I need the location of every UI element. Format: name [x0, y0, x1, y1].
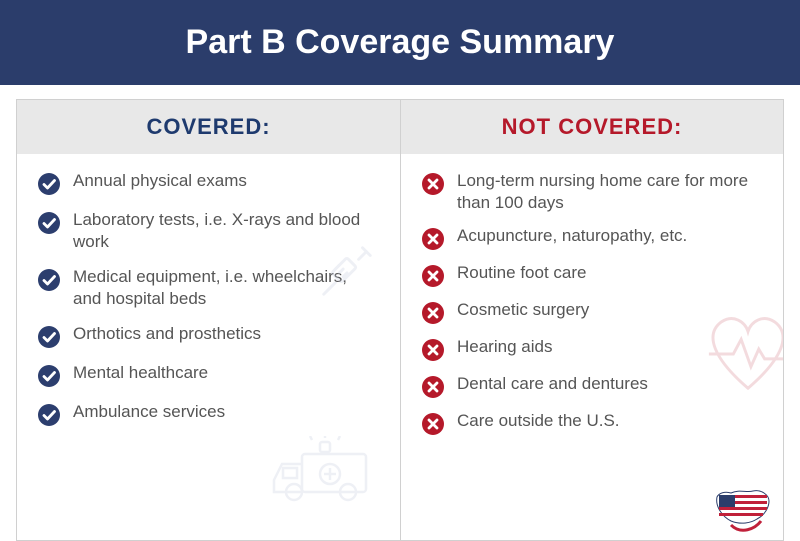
list-item: Orthotics and prosthetics	[37, 323, 380, 349]
header: Part B Coverage Summary	[0, 0, 800, 85]
x-icon	[421, 264, 445, 288]
item-text: Care outside the U.S.	[457, 410, 620, 432]
item-text: Cosmetic surgery	[457, 299, 589, 321]
check-icon	[37, 211, 61, 235]
check-icon	[37, 403, 61, 427]
x-icon	[421, 301, 445, 325]
x-icon	[421, 412, 445, 436]
list-item: Mental healthcare	[37, 362, 380, 388]
page-title: Part B Coverage Summary	[186, 23, 615, 62]
usa-flag-icon	[711, 487, 773, 532]
heart-icon	[693, 310, 784, 398]
ambulance-icon	[270, 436, 380, 510]
check-icon	[37, 268, 61, 292]
item-text: Acupuncture, naturopathy, etc.	[457, 225, 687, 247]
list-item: Routine foot care	[421, 262, 763, 288]
notcovered-header: NOT COVERED:	[401, 100, 783, 154]
item-text: Routine foot care	[457, 262, 586, 284]
x-icon	[421, 172, 445, 196]
check-icon	[37, 325, 61, 349]
list-item: Ambulance services	[37, 401, 380, 427]
x-icon	[421, 375, 445, 399]
content-area: COVERED: Annual physical examsLaboratory…	[0, 85, 800, 541]
covered-column: COVERED: Annual physical examsLaboratory…	[16, 99, 400, 541]
item-text: Ambulance services	[73, 401, 225, 423]
x-icon	[421, 338, 445, 362]
item-text: Long-term nursing home care for more tha…	[457, 170, 763, 214]
covered-header: COVERED:	[17, 100, 400, 154]
list-item: Annual physical exams	[37, 170, 380, 196]
x-icon	[421, 227, 445, 251]
list-item: Care outside the U.S.	[421, 410, 763, 436]
list-item: Acupuncture, naturopathy, etc.	[421, 225, 763, 251]
item-text: Mental healthcare	[73, 362, 208, 384]
notcovered-column: NOT COVERED: Long-term nursing home care…	[400, 99, 784, 541]
item-text: Orthotics and prosthetics	[73, 323, 261, 345]
check-icon	[37, 364, 61, 388]
item-text: Dental care and dentures	[457, 373, 648, 395]
syringe-icon	[316, 240, 378, 302]
list-item: Long-term nursing home care for more tha…	[421, 170, 763, 214]
check-icon	[37, 172, 61, 196]
item-text: Annual physical exams	[73, 170, 247, 192]
item-text: Hearing aids	[457, 336, 552, 358]
